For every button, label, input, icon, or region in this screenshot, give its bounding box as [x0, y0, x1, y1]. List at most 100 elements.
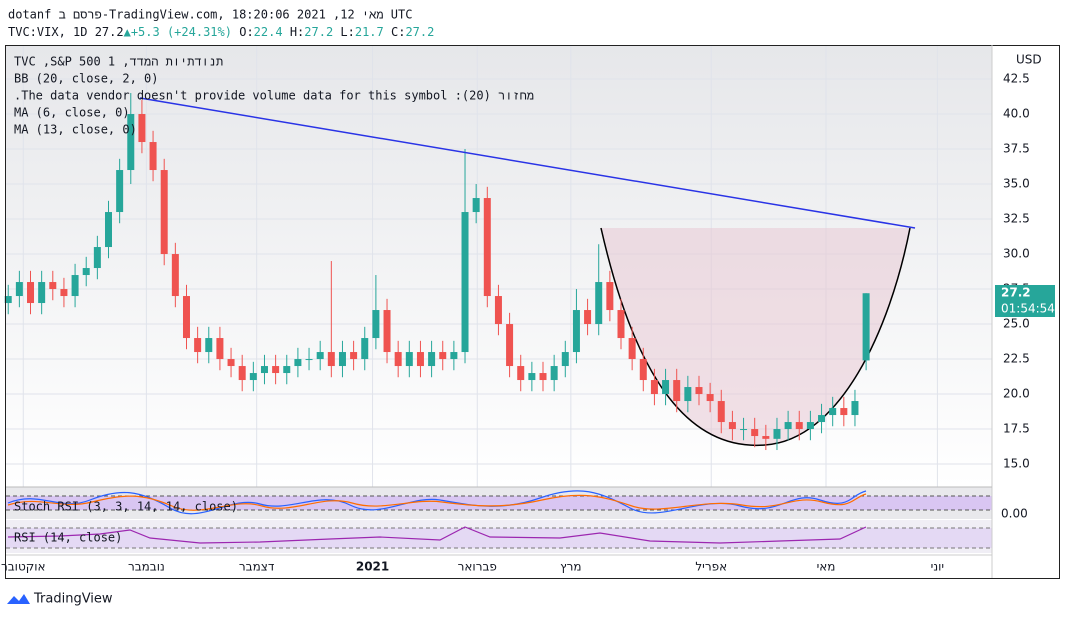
- candle-body: [472, 198, 480, 213]
- candle-body: [327, 352, 335, 367]
- y-tick-label: 17.5: [1003, 422, 1030, 436]
- y-tick-label: 20.0: [1003, 387, 1030, 401]
- candle-body: [673, 380, 681, 402]
- candle-body: [138, 114, 146, 143]
- y-tick-label: 40.0: [1003, 107, 1030, 121]
- candle-body: [494, 296, 502, 325]
- candle-body: [216, 338, 224, 360]
- candle-body: [684, 387, 692, 402]
- header-line: dotanf פרסם ב-TradingView.com, מאי 12, 2…: [8, 8, 412, 22]
- candle-body: [361, 338, 369, 360]
- candle-body: [528, 373, 536, 381]
- candle-body: [260, 366, 268, 374]
- candle-body: [416, 352, 424, 367]
- candle-body: [450, 352, 458, 360]
- y-tick-label: 42.5: [1003, 72, 1030, 86]
- y-tick-label: 15.0: [1003, 457, 1030, 471]
- legend-volume: .The data vendor doesn't provide volume …: [14, 89, 534, 103]
- candle-body: [272, 366, 280, 374]
- candle-body: [294, 359, 302, 367]
- tradingview-logo: TradingView: [7, 592, 113, 607]
- legend-ma13: MA (13, close, 0): [14, 123, 137, 137]
- candle-body: [171, 254, 179, 297]
- candle-body: [428, 352, 436, 367]
- candle-body: [595, 282, 603, 325]
- candle-body: [116, 170, 124, 213]
- candle-body: [717, 401, 725, 423]
- trend-line: [139, 97, 916, 229]
- candle-body: [740, 429, 748, 431]
- x-tick-label: דצמבר: [239, 560, 275, 574]
- candle-body: [561, 352, 569, 367]
- h-value: 27.2: [304, 25, 333, 39]
- candle-body: [194, 338, 202, 353]
- candle-body: [93, 247, 101, 269]
- candle-body: [584, 310, 592, 325]
- candle-body: [606, 282, 614, 311]
- stoch-label: Stoch RSI (3, 3, 14, 14, close): [14, 500, 238, 514]
- footer-brand: TradingView: [33, 592, 113, 607]
- candle-body: [628, 338, 636, 360]
- x-tick-label: יוני: [931, 560, 944, 574]
- candle-body: [394, 352, 402, 367]
- header-ohlc: TVC:VIX, 1D 27.2▲+5.3 (+24.31%) O:22.4 H…: [8, 25, 434, 39]
- legend-symbol: TVC ,S&P 500 תנודתיות המדד, 1: [14, 55, 223, 69]
- y-tick-label: 37.5: [1003, 142, 1030, 156]
- candle-body: [829, 408, 837, 416]
- h-label: H:: [290, 25, 304, 39]
- candle-body: [572, 310, 580, 353]
- y-tick-label: 32.5: [1003, 212, 1030, 226]
- candle-body: [227, 359, 235, 367]
- candle-body: [305, 359, 313, 361]
- candle-body: [662, 380, 670, 395]
- candle-body: [60, 289, 68, 297]
- candle-body: [773, 429, 781, 439]
- price-tag-countdown: 01:54:54: [1001, 302, 1055, 316]
- x-tick-label: נובמבר: [128, 560, 165, 574]
- x-tick-label: פברואר: [458, 560, 497, 574]
- stoch-band: [6, 496, 992, 510]
- price-tag-value: 27.2: [1001, 286, 1031, 300]
- candle-body: [851, 401, 859, 416]
- x-tick-label: מרץ: [560, 560, 581, 574]
- o-value: 22.4: [254, 25, 283, 39]
- candle-body: [506, 324, 514, 367]
- candle-body: [338, 352, 346, 367]
- y-tick-label: 22.5: [1003, 352, 1030, 366]
- arrow: ▲: [124, 25, 132, 39]
- candle-body: [751, 429, 759, 437]
- candle-body: [762, 436, 770, 439]
- rsi-label: RSI (14, close): [14, 531, 122, 545]
- candle-body: [617, 310, 625, 339]
- rsi-band: [6, 528, 992, 548]
- candle-body: [806, 422, 814, 430]
- legend-bb: BB (20, close, 2, 0): [14, 72, 159, 86]
- stoch-value: 0.00: [1001, 507, 1028, 521]
- candle-body: [15, 282, 23, 297]
- candle-body: [238, 366, 246, 381]
- candle-body: [840, 408, 848, 416]
- x-tick-label: אפריל: [695, 560, 727, 574]
- y-tick-label: 30.0: [1003, 247, 1030, 261]
- candle-body: [706, 394, 714, 402]
- y-tick-label: 25.0: [1003, 317, 1030, 331]
- axis-unit: USD: [1016, 53, 1042, 67]
- candle-body: [149, 142, 157, 171]
- candle-body: [71, 275, 79, 297]
- candle-body: [316, 352, 324, 360]
- candle-body: [784, 422, 792, 430]
- candle-body: [127, 114, 135, 171]
- symbol: TVC:VIX, 1D 27.2: [8, 25, 124, 39]
- candle-body: [49, 282, 57, 290]
- change: +5.3 (+24.31%): [131, 25, 232, 39]
- candle-body: [728, 422, 736, 430]
- candle-body: [182, 296, 190, 339]
- candle-body: [405, 352, 413, 367]
- l-label: L:: [340, 25, 354, 39]
- candle-body: [4, 296, 12, 304]
- candle-body: [650, 380, 658, 395]
- candle-body: [818, 415, 826, 423]
- candle-body: [550, 366, 558, 381]
- l-value: 21.7: [355, 25, 384, 39]
- c-label: C:: [391, 25, 405, 39]
